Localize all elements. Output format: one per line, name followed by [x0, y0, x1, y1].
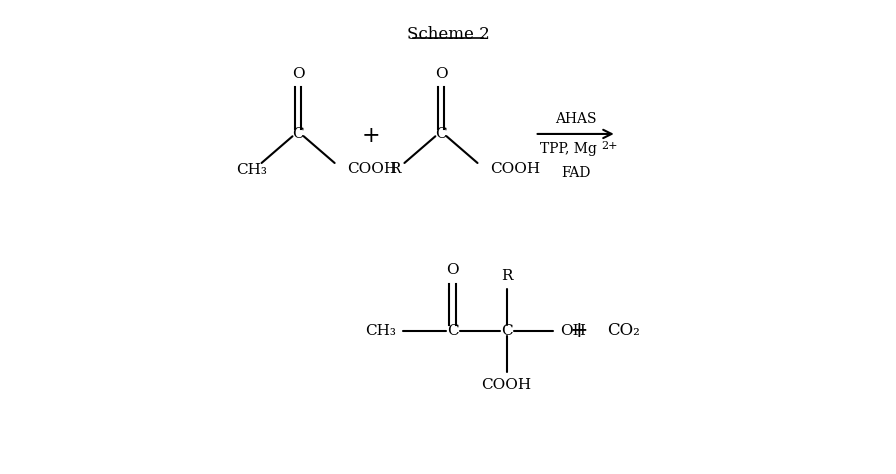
- Text: O: O: [292, 67, 305, 82]
- Text: OH: OH: [560, 324, 586, 337]
- Text: CH₃: CH₃: [365, 324, 395, 337]
- Text: R: R: [501, 269, 513, 283]
- Text: 2+: 2+: [601, 141, 618, 151]
- Text: AHAS: AHAS: [555, 111, 597, 126]
- Text: COOH: COOH: [490, 162, 540, 176]
- Text: +: +: [570, 319, 589, 342]
- Text: O: O: [435, 67, 447, 82]
- Text: C: C: [292, 127, 304, 141]
- Text: C: C: [447, 324, 459, 337]
- Text: TPP, Mg: TPP, Mg: [540, 142, 597, 156]
- Text: C: C: [501, 324, 513, 337]
- Text: COOH: COOH: [481, 378, 531, 392]
- Text: +: +: [361, 125, 380, 147]
- Text: COOH: COOH: [348, 162, 398, 176]
- Text: Scheme 2: Scheme 2: [407, 26, 489, 43]
- Text: CH₃: CH₃: [236, 164, 267, 177]
- Text: R: R: [390, 162, 401, 176]
- Text: CO₂: CO₂: [607, 322, 640, 339]
- Text: C: C: [435, 127, 447, 141]
- Text: O: O: [446, 263, 459, 277]
- Text: FAD: FAD: [561, 166, 590, 180]
